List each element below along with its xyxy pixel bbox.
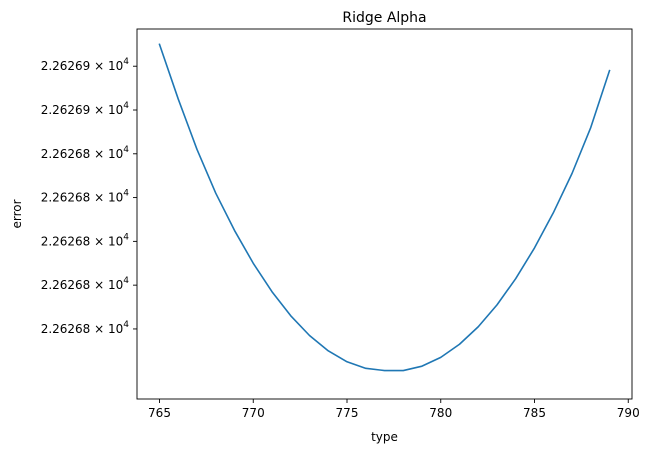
y-axis: 2.26268 × 104 2.26268 × 104 2.26268 × 104 2…: [41, 57, 137, 336]
y-tick-label: 2.26268 × 104: [41, 320, 130, 336]
series-line-0: [158, 43, 611, 372]
x-tick-label: 790: [617, 406, 640, 420]
y-axis-label: error: [10, 199, 24, 228]
x-axis-label: type: [371, 430, 398, 444]
x-axis: 765 770 775 780 785 790: [148, 399, 640, 420]
y-tick-label: 2.26269 × 104: [41, 101, 130, 117]
x-tick-label: 770: [242, 406, 265, 420]
chart-title: Ridge Alpha: [342, 10, 426, 26]
x-tick-label: 780: [429, 406, 452, 420]
x-tick-label: 775: [336, 406, 359, 420]
plot-area: [136, 28, 633, 400]
plot-frame: [136, 28, 633, 400]
y-tick-label: 2.26268 × 104: [41, 189, 130, 205]
y-tick-label: 2.26268 × 104: [41, 232, 130, 248]
y-tick-label: 2.26268 × 104: [41, 276, 130, 292]
x-tick-label: 785: [523, 406, 546, 420]
y-tick-label: 2.26269 × 104: [41, 57, 130, 73]
x-tick-label: 765: [148, 406, 171, 420]
y-tick-label: 2.26268 × 104: [41, 145, 130, 161]
